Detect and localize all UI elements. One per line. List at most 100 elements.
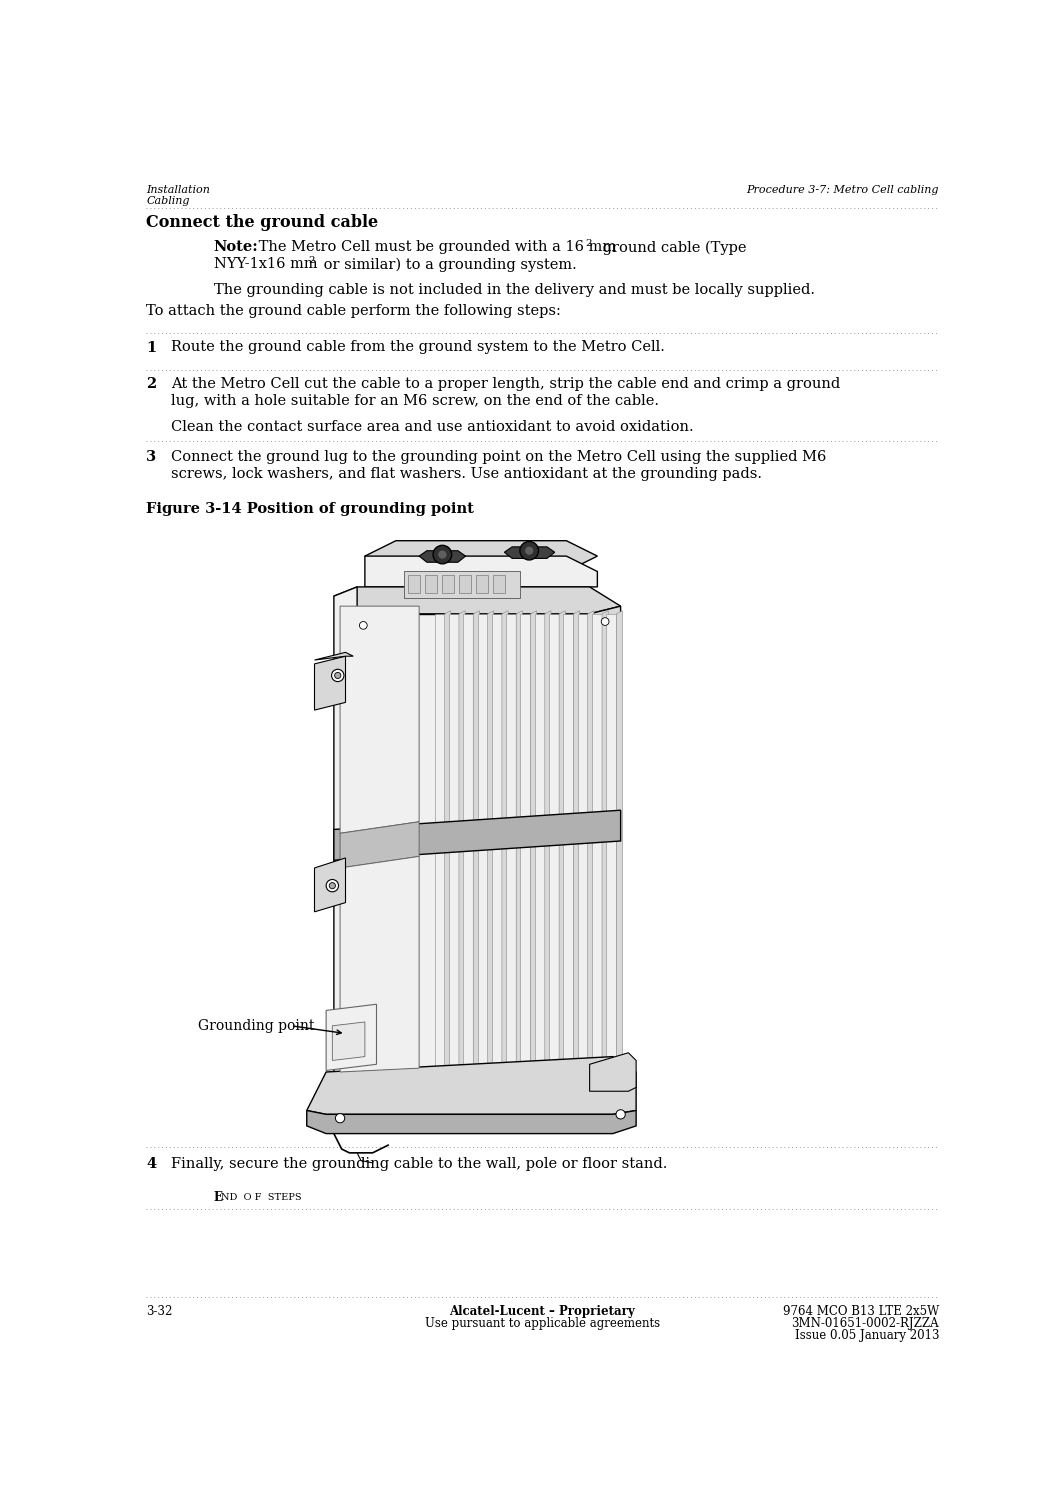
Polygon shape	[334, 587, 357, 1083]
Text: 2: 2	[308, 256, 315, 265]
Circle shape	[331, 669, 344, 681]
Polygon shape	[502, 611, 508, 1068]
Text: 2: 2	[586, 238, 592, 247]
Polygon shape	[549, 614, 559, 1068]
Polygon shape	[520, 614, 531, 1068]
Polygon shape	[403, 572, 520, 599]
Text: Installation: Installation	[146, 185, 210, 195]
Text: Figure 3-14 Position of grounding point: Figure 3-14 Position of grounding point	[146, 502, 474, 516]
Polygon shape	[602, 611, 608, 1068]
Circle shape	[326, 879, 339, 893]
Polygon shape	[340, 822, 419, 869]
Text: E: E	[214, 1192, 222, 1204]
Text: Use pursuant to applicable agreements: Use pursuant to applicable agreements	[425, 1317, 660, 1331]
Polygon shape	[307, 1110, 636, 1134]
Polygon shape	[315, 656, 345, 711]
Text: Clean the contact surface area and use antioxidant to avoid oxidation.: Clean the contact surface area and use a…	[172, 420, 694, 434]
Polygon shape	[607, 614, 616, 1068]
Polygon shape	[616, 611, 623, 1068]
Polygon shape	[315, 653, 354, 660]
Text: 2: 2	[146, 377, 157, 392]
Text: or similar) to a grounding system.: or similar) to a grounding system.	[319, 258, 577, 271]
Polygon shape	[333, 1022, 365, 1061]
Text: Issue 0.05 January 2013: Issue 0.05 January 2013	[794, 1329, 939, 1342]
Polygon shape	[563, 614, 573, 1068]
Polygon shape	[408, 575, 420, 593]
Polygon shape	[506, 614, 516, 1068]
Text: lug, with a hole suitable for an M6 screw, on the end of the cable.: lug, with a hole suitable for an M6 scre…	[172, 395, 659, 408]
Circle shape	[359, 621, 367, 629]
Text: Connect the ground cable: Connect the ground cable	[146, 215, 378, 231]
Polygon shape	[326, 1004, 377, 1070]
Polygon shape	[425, 575, 437, 593]
Polygon shape	[475, 575, 488, 593]
Polygon shape	[459, 611, 465, 1068]
Polygon shape	[573, 611, 579, 1068]
Text: Procedure 3-7: Metro Cell cabling: Procedure 3-7: Metro Cell cabling	[747, 185, 939, 195]
Polygon shape	[535, 614, 544, 1068]
Polygon shape	[434, 614, 445, 1068]
Text: Connect the ground lug to the grounding point on the Metro Cell using the suppli: Connect the ground lug to the grounding …	[172, 450, 826, 463]
Polygon shape	[449, 614, 459, 1068]
Polygon shape	[315, 858, 345, 912]
Circle shape	[329, 882, 336, 888]
Text: Finally, secure the grounding cable to the wall, pole or floor stand.: Finally, secure the grounding cable to t…	[172, 1156, 667, 1171]
Polygon shape	[445, 611, 451, 1068]
Text: Route the ground cable from the ground system to the Metro Cell.: Route the ground cable from the ground s…	[172, 341, 665, 355]
Circle shape	[602, 618, 609, 626]
Text: NYY-1x16 mm: NYY-1x16 mm	[214, 258, 318, 271]
Text: Alcatel-Lucent – Proprietary: Alcatel-Lucent – Proprietary	[449, 1305, 635, 1317]
Text: 3: 3	[146, 450, 157, 463]
Polygon shape	[459, 575, 471, 593]
Circle shape	[520, 541, 538, 560]
Circle shape	[433, 545, 452, 563]
Text: ND  O F  STEPS: ND O F STEPS	[220, 1193, 302, 1202]
Polygon shape	[531, 611, 537, 1068]
Text: ground cable (Type: ground cable (Type	[598, 240, 747, 255]
Text: screws, lock washers, and flat washers. Use antioxidant at the grounding pads.: screws, lock washers, and flat washers. …	[172, 466, 762, 481]
Text: Grounding point: Grounding point	[198, 1019, 315, 1033]
Polygon shape	[365, 541, 597, 572]
Polygon shape	[492, 575, 505, 593]
Text: 3MN-01651-0002-RJZZA: 3MN-01651-0002-RJZZA	[791, 1317, 939, 1331]
Polygon shape	[578, 614, 588, 1068]
Polygon shape	[357, 614, 590, 1071]
Polygon shape	[334, 811, 621, 860]
Text: Note:: Note:	[214, 240, 258, 255]
Polygon shape	[590, 606, 621, 1071]
Polygon shape	[559, 611, 566, 1068]
Circle shape	[524, 547, 534, 556]
Polygon shape	[491, 614, 502, 1068]
Polygon shape	[504, 547, 555, 559]
Polygon shape	[544, 611, 551, 1068]
Text: At the Metro Cell cut the cable to a proper length, strip the cable end and crim: At the Metro Cell cut the cable to a pro…	[172, 377, 841, 392]
Text: The grounding cable is not included in the delivery and must be locally supplied: The grounding cable is not included in t…	[214, 283, 814, 297]
Circle shape	[616, 1110, 625, 1119]
Polygon shape	[307, 1056, 636, 1115]
Polygon shape	[334, 587, 621, 614]
Text: 1: 1	[146, 341, 157, 355]
Circle shape	[437, 550, 447, 559]
Circle shape	[336, 1113, 345, 1123]
FancyArrowPatch shape	[294, 1027, 341, 1034]
Polygon shape	[487, 611, 493, 1068]
Circle shape	[335, 672, 341, 678]
Polygon shape	[340, 606, 419, 833]
Text: Cabling: Cabling	[146, 195, 190, 206]
Polygon shape	[473, 611, 480, 1068]
Text: 3-32: 3-32	[146, 1305, 173, 1317]
Polygon shape	[478, 614, 487, 1068]
Polygon shape	[463, 614, 473, 1068]
Polygon shape	[590, 1053, 636, 1091]
Polygon shape	[340, 857, 419, 1071]
Text: 9764 MCO B13 LTE 2x5W: 9764 MCO B13 LTE 2x5W	[783, 1305, 939, 1317]
Polygon shape	[588, 611, 594, 1068]
Text: The Metro Cell must be grounded with a 16 mm: The Metro Cell must be grounded with a 1…	[254, 240, 616, 255]
Polygon shape	[365, 556, 597, 587]
Polygon shape	[516, 611, 522, 1068]
Polygon shape	[419, 551, 466, 562]
Polygon shape	[442, 575, 454, 593]
Text: To attach the ground cable perform the following steps:: To attach the ground cable perform the f…	[146, 304, 561, 317]
Text: 4: 4	[146, 1156, 157, 1171]
Polygon shape	[592, 614, 602, 1068]
